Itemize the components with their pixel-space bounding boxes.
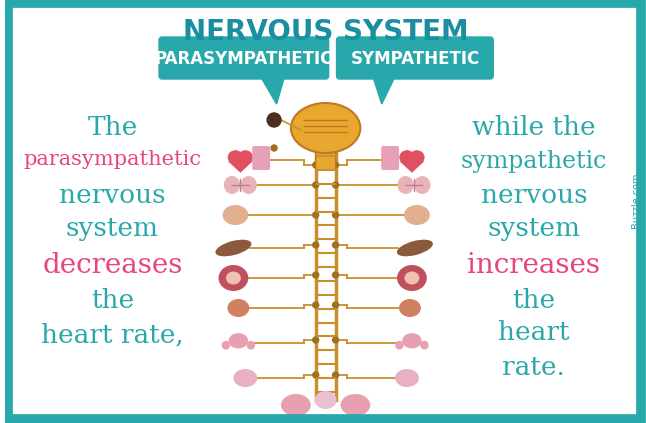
Polygon shape xyxy=(399,161,424,173)
Text: parasympathetic: parasympathetic xyxy=(23,150,202,169)
Text: rate.: rate. xyxy=(503,355,565,380)
Circle shape xyxy=(333,272,339,278)
Ellipse shape xyxy=(233,369,257,387)
Text: sympathetic: sympathetic xyxy=(461,150,607,173)
Ellipse shape xyxy=(247,341,255,349)
Circle shape xyxy=(313,182,318,188)
Ellipse shape xyxy=(397,240,433,256)
Ellipse shape xyxy=(414,176,430,194)
Polygon shape xyxy=(260,76,285,104)
Ellipse shape xyxy=(395,341,404,349)
Circle shape xyxy=(313,212,318,218)
FancyBboxPatch shape xyxy=(252,146,270,170)
Text: PARASYMPATHETIC: PARASYMPATHETIC xyxy=(154,50,333,68)
Text: Buzzle.com: Buzzle.com xyxy=(631,172,641,228)
Ellipse shape xyxy=(404,205,430,225)
Ellipse shape xyxy=(281,394,311,416)
FancyBboxPatch shape xyxy=(381,146,399,170)
Ellipse shape xyxy=(218,265,248,291)
Ellipse shape xyxy=(240,176,257,194)
Text: increases: increases xyxy=(468,252,600,279)
Ellipse shape xyxy=(222,205,248,225)
FancyBboxPatch shape xyxy=(316,144,335,170)
FancyBboxPatch shape xyxy=(159,37,329,79)
Ellipse shape xyxy=(399,299,421,317)
Circle shape xyxy=(267,113,281,127)
Text: heart: heart xyxy=(498,320,570,345)
Circle shape xyxy=(333,182,339,188)
Circle shape xyxy=(313,162,318,168)
Circle shape xyxy=(333,242,339,248)
Circle shape xyxy=(333,372,339,378)
Text: the: the xyxy=(91,288,134,313)
FancyBboxPatch shape xyxy=(316,148,335,400)
Ellipse shape xyxy=(291,103,360,153)
Circle shape xyxy=(313,242,318,248)
FancyBboxPatch shape xyxy=(337,37,494,79)
Ellipse shape xyxy=(228,150,243,165)
Ellipse shape xyxy=(227,299,249,317)
Ellipse shape xyxy=(421,341,428,349)
Ellipse shape xyxy=(222,341,230,349)
Ellipse shape xyxy=(397,176,414,194)
Text: the: the xyxy=(512,288,556,313)
Polygon shape xyxy=(228,161,253,173)
Circle shape xyxy=(313,337,318,343)
Ellipse shape xyxy=(226,272,241,285)
Circle shape xyxy=(271,145,277,151)
Ellipse shape xyxy=(402,333,422,349)
Text: nervous: nervous xyxy=(59,183,166,208)
Circle shape xyxy=(313,302,318,308)
Ellipse shape xyxy=(399,150,415,165)
Polygon shape xyxy=(373,76,395,104)
Circle shape xyxy=(333,302,339,308)
Ellipse shape xyxy=(315,391,337,409)
Text: system: system xyxy=(66,216,159,241)
Circle shape xyxy=(333,162,339,168)
Text: nervous: nervous xyxy=(481,183,587,208)
Ellipse shape xyxy=(238,150,253,165)
Ellipse shape xyxy=(410,150,424,165)
Ellipse shape xyxy=(340,394,370,416)
Text: The: The xyxy=(87,115,138,140)
Circle shape xyxy=(333,337,339,343)
Circle shape xyxy=(313,272,318,278)
Ellipse shape xyxy=(397,265,427,291)
Ellipse shape xyxy=(224,176,240,194)
Text: heart rate,: heart rate, xyxy=(41,323,184,348)
Circle shape xyxy=(333,212,339,218)
Circle shape xyxy=(313,372,318,378)
Text: decreases: decreases xyxy=(42,252,183,279)
Ellipse shape xyxy=(395,369,419,387)
Text: NERVOUS SYSTEM: NERVOUS SYSTEM xyxy=(183,18,468,46)
Text: system: system xyxy=(488,216,580,241)
Ellipse shape xyxy=(215,240,251,256)
Ellipse shape xyxy=(404,272,419,285)
Text: while the: while the xyxy=(472,115,596,140)
Ellipse shape xyxy=(229,333,248,349)
Text: SYMPATHETIC: SYMPATHETIC xyxy=(350,50,479,68)
